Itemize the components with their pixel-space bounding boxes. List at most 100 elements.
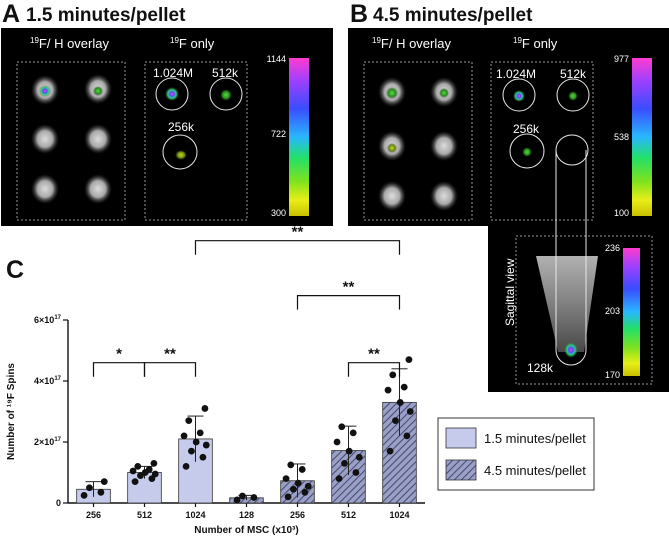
data-point [298,466,306,473]
panel-a-color-scale [289,58,309,216]
data-point [338,423,346,431]
significance-bracket [92,362,146,377]
data-point [290,485,297,493]
sagittal-scale-max: 236 [605,243,620,253]
y-tick-label: 2×1017 [34,437,62,447]
data-point [145,466,153,473]
panel-b-overlay-label: 19F/ H overlay [372,36,451,51]
legend-label-hatched: 4.5 minutes/pellet [484,463,586,478]
sagittal-scale-min: 170 [605,370,620,380]
data-point [284,493,292,501]
data-point [199,453,207,461]
data-point [403,432,411,440]
x-tick-label: 256 [290,510,305,520]
x-tick-label: 1024 [185,510,205,520]
data-point [151,470,159,478]
y-tick-label: 6×1017 [34,315,62,325]
panel-a-scale-max: 1144 [267,54,286,64]
data-point [192,438,200,446]
sagittal-scale-mid: 203 [605,306,620,316]
data-point [386,447,394,455]
sagittal-callout [555,150,587,366]
sagittal-cell-label: 128k [527,361,554,375]
data-point [185,417,193,425]
panel-a-fonly-cells [155,77,243,170]
panel-b-color-scale [632,58,652,216]
sagittal-label: Sagittal view [503,258,517,326]
panel-a-overlay-label: 19F/ H overlay [30,36,109,51]
data-point [396,398,404,406]
panel-b-cell-label-1: 1.024M [496,67,536,81]
panel-a-title: 1.5 minutes/pellet [26,5,186,26]
panel-b-overlay-box [363,61,473,221]
data-point [80,491,88,499]
panel-b-fonly-box [490,61,594,221]
x-tick-label: 512 [341,510,356,520]
data-point [349,429,357,437]
significance-bracket [143,362,197,377]
data-point [333,438,341,446]
data-point [202,441,210,449]
legend-label-solid: 1.5 minutes/pellet [484,431,586,446]
data-point [287,461,295,469]
data-point [341,459,348,467]
data-point [389,371,397,379]
bar-chart: 0 2×1017 4×1017 6×1017 256 512 1024 128 256 512 10… [6,224,425,536]
y-axis-title: Number of ¹⁹F Spins [6,363,17,460]
data-point [201,405,209,412]
x-tick-label: 128 [239,510,254,520]
panel-a-overlay-box [16,61,126,221]
significance-bracket [194,240,401,255]
panel-a-overlay-cells [31,74,112,204]
panel-c-letter: C [6,256,24,284]
significance-label: * [116,346,122,363]
x-axis-title: Number of MSC (x10³) [194,525,298,536]
data-point [406,408,414,415]
data-point [131,478,139,486]
significance-label: ** [292,224,304,241]
panel-b-cell-label-3: 256k [513,122,540,136]
data-point [196,429,204,437]
significance-label: ** [164,346,176,363]
data-point [97,488,105,496]
panel-c: C 0 2×1017 4×1017 6×1017 256 512 1024 128 256 512… [6,224,595,536]
data-point [239,492,246,500]
data-point [304,482,312,490]
data-point [301,488,309,496]
chart-legend: 1.5 minutes/pellet 4.5 minutes/pellet [437,417,595,491]
sagittal-color-scale [623,248,640,376]
panel-a-scale-mid: 722 [271,129,286,139]
data-point [352,469,360,476]
data-point [250,494,258,501]
panel-b: B 4.5 minutes/pellet 19F/ H overlay 19F … [348,0,669,392]
data-point [384,386,392,394]
data-point [294,479,302,487]
panel-a-fonly-box [144,61,248,221]
data-point [345,447,353,455]
panel-b-cell-label-2: 512k [560,67,587,81]
data-point [86,484,93,492]
panel-b-overlay-cells [378,77,458,211]
panel-b-scale-min: 100 [614,208,629,218]
data-point [355,453,363,461]
legend-swatch-hatched [445,459,477,481]
significance-label: ** [343,279,355,296]
x-tick-label: 256 [86,510,101,520]
data-point [282,475,290,482]
panel-a-letter: A [2,0,20,28]
data-point [182,463,190,470]
panel-b-fonly-label: 19F only [513,36,558,51]
data-point [134,463,142,470]
x-tick-label: 1024 [389,510,409,520]
panel-a-fonly-label: 19F only [170,36,215,51]
panel-a: A 1.5 minutes/pellet 19F/ H overlay 19F … [1,0,333,226]
data-point [129,467,137,475]
y-tick-label: 4×1017 [34,376,62,386]
panel-a-cell-label-3: 256k [168,120,195,134]
data-point [392,417,399,425]
panel-b-scale-mid: 538 [614,132,629,142]
legend-swatch-solid [445,427,477,449]
sagittal-tube [536,256,598,352]
